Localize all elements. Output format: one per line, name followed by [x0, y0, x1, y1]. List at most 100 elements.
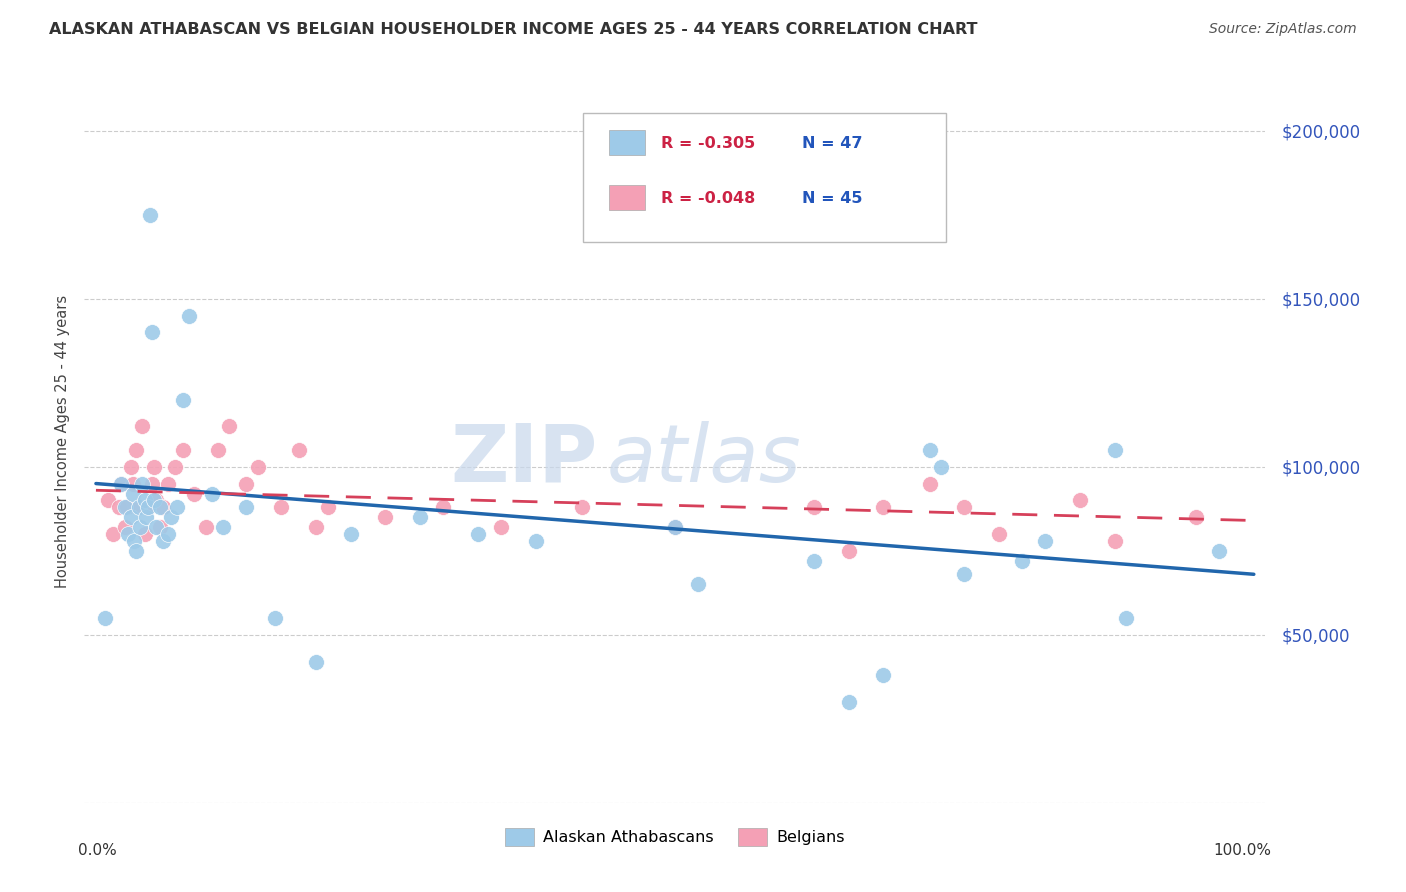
Point	[953, 500, 976, 514]
Point	[1104, 442, 1126, 457]
Text: ALASKAN ATHABASCAN VS BELGIAN HOUSEHOLDER INCOME AGES 25 - 44 YEARS CORRELATION : ALASKAN ATHABASCAN VS BELGIAN HOUSEHOLDE…	[49, 22, 977, 37]
Point	[131, 476, 153, 491]
Text: 100.0%: 100.0%	[1213, 843, 1271, 857]
Point	[103, 527, 125, 541]
Point	[120, 459, 142, 474]
Point	[929, 459, 952, 474]
Point	[122, 533, 145, 548]
Point	[145, 520, 167, 534]
Point	[120, 510, 142, 524]
Point	[125, 442, 148, 457]
Point	[432, 500, 454, 514]
Point	[1035, 533, 1057, 548]
Point	[988, 527, 1011, 541]
Point	[409, 510, 432, 524]
Point	[1208, 543, 1230, 558]
Point	[145, 493, 167, 508]
Point	[264, 611, 287, 625]
Point	[156, 527, 179, 541]
Point	[96, 493, 118, 508]
Point	[160, 510, 183, 524]
Text: N = 45: N = 45	[803, 191, 863, 206]
Point	[135, 510, 157, 524]
Point	[316, 500, 339, 514]
Text: N = 47: N = 47	[803, 136, 863, 151]
Point	[125, 543, 148, 558]
Point	[287, 442, 309, 457]
Point	[149, 500, 172, 514]
Point	[1185, 510, 1208, 524]
Point	[156, 476, 179, 491]
Point	[136, 500, 159, 514]
Point	[838, 695, 860, 709]
Point	[918, 476, 941, 491]
Point	[129, 520, 152, 534]
Point	[571, 500, 593, 514]
Point	[235, 500, 257, 514]
Point	[235, 476, 257, 491]
Point	[803, 500, 825, 514]
Point	[183, 486, 205, 500]
Text: R = -0.048: R = -0.048	[661, 191, 755, 206]
Legend: Alaskan Athabascans, Belgians: Alaskan Athabascans, Belgians	[499, 822, 851, 853]
Point	[201, 486, 224, 500]
Point	[152, 533, 174, 548]
Point	[110, 476, 132, 491]
Point	[664, 520, 686, 534]
Point	[142, 459, 165, 474]
Point	[94, 611, 117, 625]
Point	[177, 309, 200, 323]
Point	[305, 520, 328, 534]
Point	[131, 419, 153, 434]
Point	[953, 567, 976, 582]
Text: ZIP: ZIP	[451, 421, 598, 499]
Point	[163, 459, 186, 474]
Point	[1011, 554, 1033, 568]
Point	[489, 520, 512, 534]
Point	[218, 419, 240, 434]
Point	[136, 500, 159, 514]
Point	[128, 500, 150, 514]
Point	[918, 442, 941, 457]
Point	[212, 520, 235, 534]
Point	[838, 543, 860, 558]
Point	[114, 500, 136, 514]
Text: Source: ZipAtlas.com: Source: ZipAtlas.com	[1209, 22, 1357, 37]
Point	[872, 668, 894, 682]
Point	[134, 493, 156, 508]
Point	[374, 510, 396, 524]
Text: R = -0.305: R = -0.305	[661, 136, 755, 151]
Point	[122, 476, 145, 491]
Point	[108, 500, 131, 514]
Point	[339, 527, 361, 541]
Point	[524, 533, 547, 548]
Text: 0.0%: 0.0%	[79, 843, 117, 857]
Point	[117, 527, 139, 541]
Point	[122, 486, 145, 500]
Point	[803, 554, 825, 568]
Point	[1104, 533, 1126, 548]
Text: atlas: atlas	[606, 421, 801, 499]
Point	[686, 577, 709, 591]
Point	[142, 493, 165, 508]
Point	[305, 655, 328, 669]
Point	[247, 459, 270, 474]
Point	[270, 500, 292, 514]
Point	[207, 442, 229, 457]
Point	[172, 442, 194, 457]
Point	[1115, 611, 1137, 625]
Point	[110, 476, 132, 491]
Point	[664, 520, 686, 534]
Point	[128, 500, 150, 514]
Point	[141, 326, 163, 340]
Point	[194, 520, 217, 534]
Point	[141, 476, 163, 491]
Point	[172, 392, 194, 407]
Point	[139, 208, 162, 222]
Point	[115, 500, 138, 514]
Point	[114, 520, 136, 534]
Point	[152, 500, 174, 514]
Point	[166, 500, 188, 514]
Y-axis label: Householder Income Ages 25 - 44 years: Householder Income Ages 25 - 44 years	[55, 295, 70, 588]
Point	[467, 527, 489, 541]
